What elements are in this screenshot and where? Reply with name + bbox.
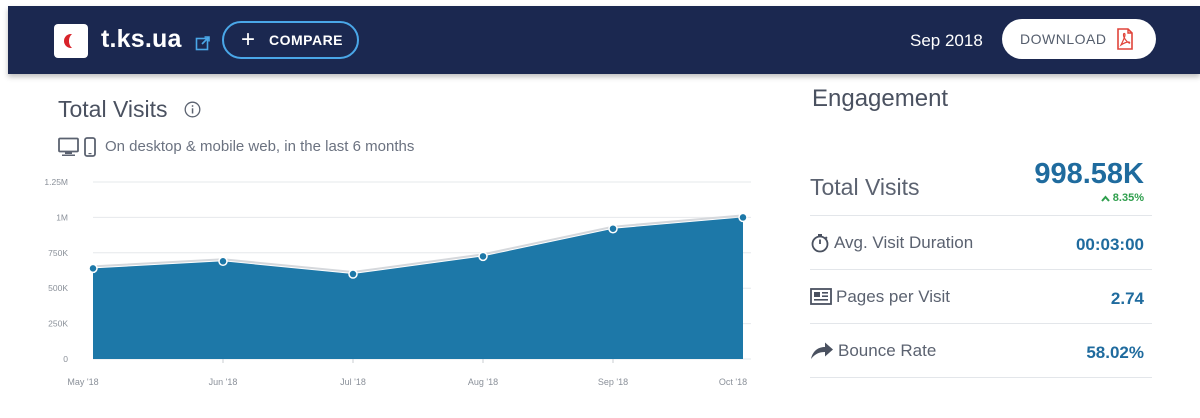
pages-icon [810,288,832,305]
pdf-icon [1117,28,1134,50]
pages-label: Pages per Visit [836,287,951,306]
visits-change: 8.35% [1101,192,1144,204]
site-name: t.ks.ua [101,25,182,53]
y-tick-label: 500K [48,283,68,293]
avg-duration-value: 00:03:00 [1075,235,1144,254]
avg-duration-row: Avg. Visit Duration 00:03:00 [810,216,1152,270]
stopwatch-icon [811,234,829,253]
data-point [88,263,98,274]
bounce-label: Bounce Rate [838,341,937,360]
x-tick-label: May '18 [67,377,98,387]
compare-button[interactable]: + COMPARE [222,21,359,59]
desktop-mobile-icon [58,137,96,157]
y-tick-label: 1M [56,212,68,222]
y-tick-label: 1.25M [44,177,68,187]
x-tick-label: Aug '18 [468,377,498,387]
bounce-label-wrap: Bounce Rate [810,341,936,361]
avg-duration-label-wrap: Avg. Visit Duration [810,233,973,253]
data-point [218,256,228,267]
avg-duration-label: Avg. Visit Duration [834,233,974,252]
compare-button-label: COMPARE [269,32,344,48]
x-tick-label: Oct '18 [719,377,747,387]
header-bar: t.ks.ua + COMPARE Sep 2018 DOWNLOAD [8,6,1200,74]
info-icon[interactable] [184,101,201,118]
total-visits-subtitle: On desktop & mobile web, in the last 6 m… [105,138,415,155]
y-tick-label: 0 [63,354,68,364]
engagement-total-visits-value: 998.58K [1034,158,1144,190]
data-point [348,269,358,279]
bounce-rate-row: Bounce Rate 58.02% [810,324,1152,378]
visits-change-value: 8.35% [1112,192,1144,204]
bounce-value: 58.02% [1086,343,1144,362]
external-link-icon[interactable] [195,35,211,51]
x-tick-label: Jun '18 [209,377,238,387]
download-button-label: DOWNLOAD [1020,31,1107,47]
plus-icon: + [240,26,255,53]
pages-per-visit-row: Pages per Visit 2.74 [810,270,1152,324]
y-tick-label: 750K [48,248,68,258]
y-tick-label: 250K [48,319,68,329]
download-button[interactable]: DOWNLOAD [1002,19,1156,59]
total-visits-chart: 0 250K 500K 750K 1M 1.25M May '18 Jun '18 Jul '1… [44,177,751,387]
x-tick-label: Jul '18 [340,377,366,387]
bounce-arrow-icon [811,342,833,359]
data-point [608,223,618,234]
pages-label-wrap: Pages per Visit [810,287,950,307]
engagement-title: Engagement [812,85,949,112]
arrow-up-icon [1101,194,1110,202]
pages-value: 2.74 [1110,289,1144,308]
data-point [478,251,488,262]
site-favicon [54,24,88,58]
visits-area [93,217,743,359]
engagement-total-visits-label: Total Visits [810,174,920,200]
data-point [738,212,748,223]
x-tick-label: Sep '18 [598,377,628,387]
engagement-total-visits-row: Total Visits 998.58K 8.35% [810,154,1152,216]
total-visits-title: Total Visits [58,96,168,122]
visits-line [92,214,744,274]
period-label: Sep 2018 [910,31,983,50]
